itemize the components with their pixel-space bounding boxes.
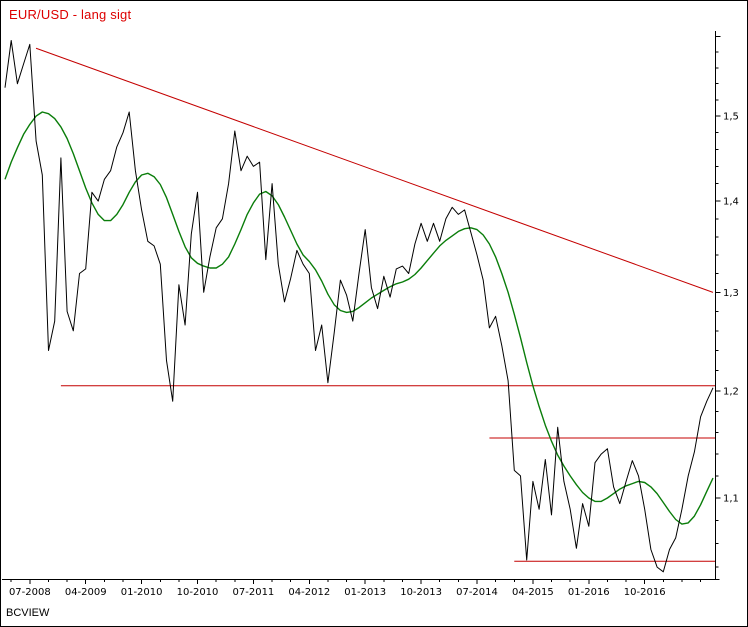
x-axis-label: 01-2010 bbox=[121, 587, 163, 598]
x-axis-label: 10-2013 bbox=[400, 587, 442, 598]
x-axis-label: 10-2016 bbox=[624, 587, 666, 598]
y-axis-label: 1,2 bbox=[723, 386, 739, 397]
chart-title: EUR/USD - lang sigt bbox=[9, 7, 132, 22]
x-axis-label: 10-2010 bbox=[177, 587, 219, 598]
y-axis-label: 1,5 bbox=[723, 112, 739, 123]
price-line bbox=[4, 40, 714, 573]
falling-trendline bbox=[35, 47, 714, 293]
x-axis-label: 04-2015 bbox=[512, 587, 554, 598]
x-axis-label: 04-2012 bbox=[288, 587, 330, 598]
x-axis-label: 04-2009 bbox=[65, 587, 107, 598]
y-axis-label: 1,1 bbox=[723, 494, 739, 505]
moving-average-line bbox=[4, 111, 714, 525]
x-axis-label: 01-2013 bbox=[344, 587, 386, 598]
x-axis-label: 01-2016 bbox=[568, 587, 610, 598]
y-axis-label: 1,4 bbox=[723, 197, 739, 208]
x-axis-label: 07-2014 bbox=[456, 587, 498, 598]
x-axis-label: 07-2008 bbox=[9, 587, 51, 598]
y-axis-label: 1,3 bbox=[723, 288, 739, 299]
bcview-watermark: BCVIEW bbox=[6, 607, 50, 619]
x-axis-label: 07-2011 bbox=[233, 587, 275, 598]
